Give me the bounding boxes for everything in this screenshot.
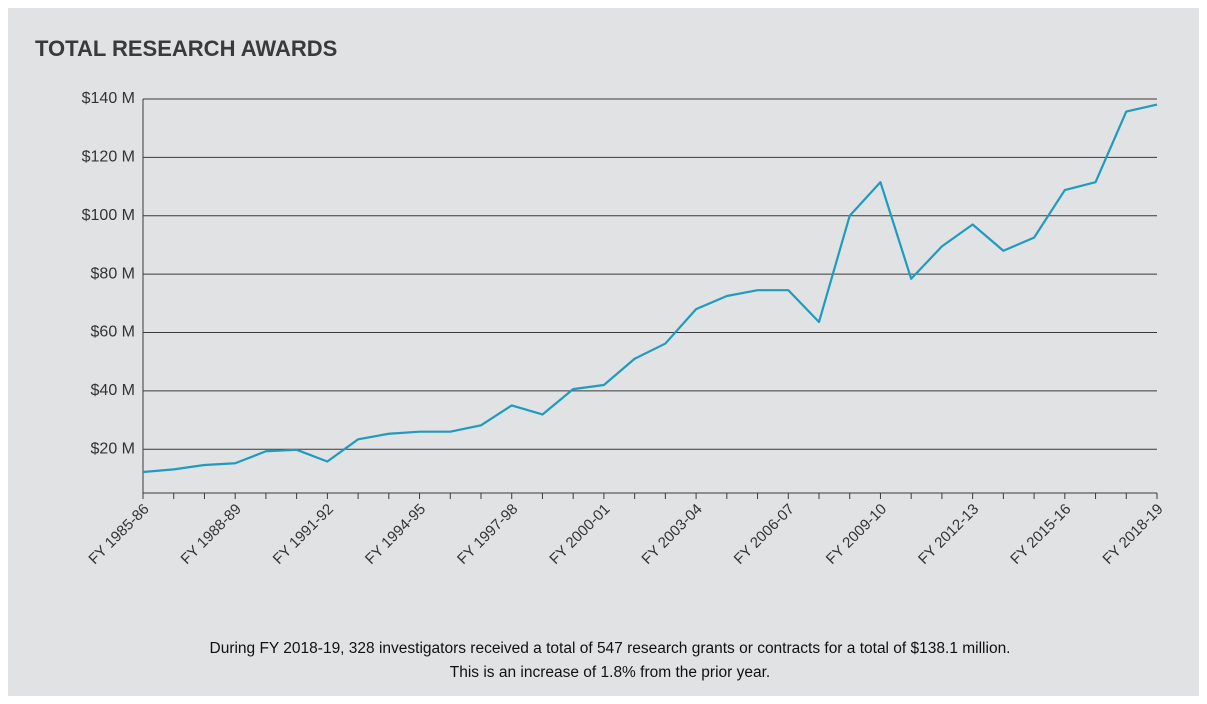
y-tick-label: $120 M	[82, 149, 135, 166]
y-tick-label: $40 M	[91, 382, 135, 399]
y-tick-label: $80 M	[91, 265, 135, 282]
y-tick-label: $60 M	[91, 324, 135, 341]
panel	[8, 8, 1199, 696]
line	[142, 103, 1158, 474]
y-tick-label: $100 M	[82, 207, 135, 224]
y-tick-label: $20 M	[91, 440, 135, 457]
chart-title: TOTAL RESEARCH AWARDS	[35, 36, 337, 61]
caption: This is an increase of 1.8% from the pri…	[450, 664, 770, 681]
y-tick-label: $140 M	[82, 90, 135, 107]
caption: During FY 2018-19, 328 investigators rec…	[210, 640, 1011, 657]
